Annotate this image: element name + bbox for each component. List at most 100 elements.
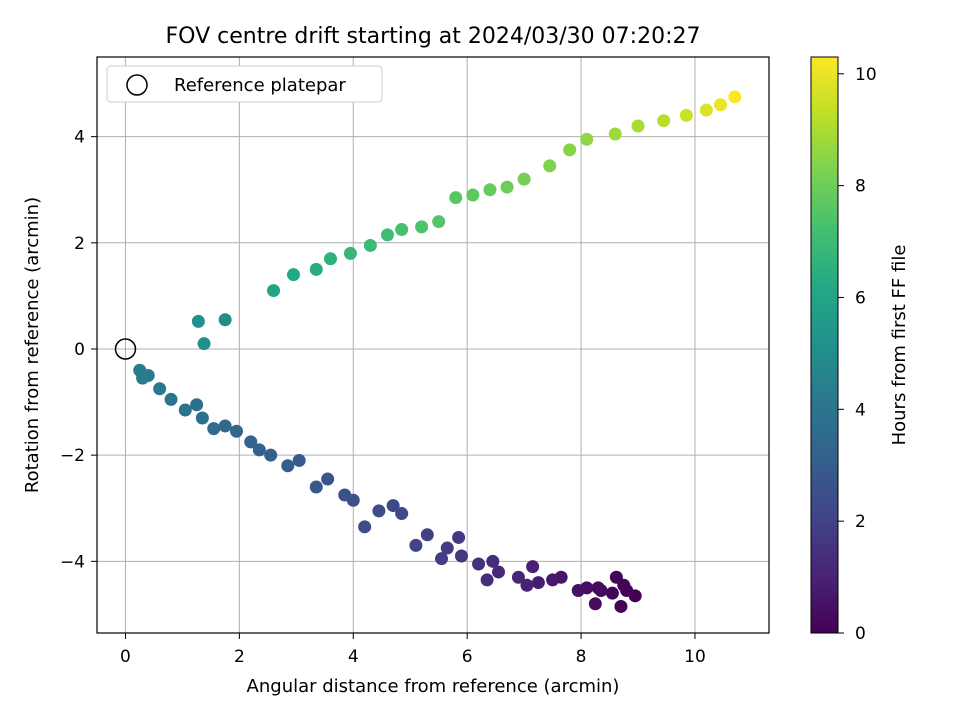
data-point bbox=[449, 191, 463, 205]
data-point bbox=[244, 435, 258, 449]
legend-marker bbox=[126, 74, 148, 96]
data-point bbox=[699, 103, 713, 117]
data-point bbox=[546, 573, 560, 587]
data-point bbox=[309, 262, 323, 276]
y-tick-label: 2 bbox=[74, 234, 85, 254]
data-point bbox=[386, 499, 400, 513]
data-points bbox=[133, 90, 742, 613]
data-point bbox=[309, 480, 323, 494]
y-tick-label: 0 bbox=[74, 340, 85, 360]
data-point bbox=[614, 599, 628, 613]
data-point bbox=[286, 268, 300, 282]
grid-lines bbox=[97, 57, 769, 633]
data-point bbox=[420, 528, 434, 542]
colorbar-tick-label: 6 bbox=[855, 288, 866, 308]
data-point bbox=[520, 578, 534, 592]
data-point bbox=[531, 576, 545, 590]
data-point bbox=[292, 453, 306, 467]
data-point bbox=[679, 108, 693, 122]
data-point bbox=[380, 228, 394, 242]
colorbar-tick-label: 2 bbox=[855, 512, 866, 532]
data-point bbox=[728, 90, 742, 104]
x-tick-label: 8 bbox=[576, 647, 587, 667]
data-point bbox=[500, 180, 514, 194]
data-point bbox=[454, 549, 468, 563]
data-point bbox=[372, 504, 386, 518]
data-point bbox=[358, 520, 372, 534]
data-point bbox=[452, 530, 466, 544]
data-point bbox=[230, 424, 244, 438]
data-point bbox=[164, 392, 178, 406]
data-point bbox=[714, 98, 728, 112]
colorbar-tick-label: 4 bbox=[855, 400, 866, 420]
data-point bbox=[526, 560, 540, 574]
data-point bbox=[486, 554, 500, 568]
data-point bbox=[543, 159, 557, 173]
x-tick-label: 10 bbox=[684, 647, 706, 667]
legend-label: Reference platepar bbox=[174, 75, 346, 96]
x-tick-label: 4 bbox=[348, 647, 359, 667]
data-point bbox=[491, 565, 505, 579]
data-point bbox=[218, 313, 232, 327]
data-point bbox=[267, 284, 281, 298]
data-point bbox=[472, 557, 486, 571]
colorbar-tick-label: 8 bbox=[855, 177, 866, 197]
y-tick-label: −2 bbox=[60, 446, 85, 466]
colorbar-ticks: 0 2 4 6 8 10 bbox=[838, 65, 877, 644]
colorbar-tick-label: 10 bbox=[855, 65, 877, 85]
data-point bbox=[395, 507, 409, 521]
data-point bbox=[435, 552, 449, 566]
data-point bbox=[153, 382, 167, 396]
data-point bbox=[466, 188, 480, 202]
data-point bbox=[264, 448, 278, 462]
data-point bbox=[343, 246, 357, 260]
y-tick-label: 4 bbox=[74, 128, 85, 148]
data-point bbox=[605, 586, 619, 600]
colorbar: 0 2 4 6 8 10 Hours from first FF file bbox=[810, 56, 910, 644]
data-point bbox=[617, 578, 631, 592]
x-axis-label: Angular distance from reference (arcmin) bbox=[247, 676, 620, 697]
colorbar-gradient bbox=[810, 56, 839, 634]
data-point bbox=[252, 443, 266, 457]
reference-platepar-marker bbox=[114, 338, 137, 360]
data-point bbox=[197, 337, 211, 351]
y-axis-label: Rotation from reference (arcmin) bbox=[22, 197, 43, 493]
y-axis-ticks: −4 −2 0 2 4 bbox=[60, 128, 97, 572]
data-point bbox=[657, 114, 671, 128]
data-point bbox=[133, 363, 147, 377]
colorbar-label: Hours from first FF file bbox=[889, 245, 910, 446]
data-point bbox=[321, 472, 335, 486]
data-point bbox=[409, 538, 423, 552]
data-point bbox=[591, 581, 605, 595]
data-point bbox=[218, 419, 232, 433]
data-point bbox=[631, 119, 645, 133]
x-tick-label: 2 bbox=[234, 647, 245, 667]
data-point bbox=[415, 220, 429, 234]
data-point bbox=[207, 422, 221, 436]
data-point bbox=[511, 570, 525, 584]
x-tick-label: 0 bbox=[120, 647, 131, 667]
x-tick-label: 6 bbox=[462, 647, 473, 667]
data-point bbox=[281, 459, 295, 473]
data-point bbox=[608, 127, 622, 141]
data-point bbox=[191, 314, 205, 328]
data-point bbox=[178, 403, 192, 417]
reference-marker bbox=[114, 338, 137, 360]
data-point bbox=[195, 411, 209, 425]
legend: Reference platepar bbox=[106, 65, 383, 103]
data-point bbox=[395, 223, 409, 237]
data-point bbox=[363, 238, 377, 252]
x-axis-ticks: 0 2 4 6 8 10 bbox=[120, 633, 706, 667]
colorbar-tick-label: 0 bbox=[855, 624, 866, 644]
data-point bbox=[571, 584, 585, 598]
data-point bbox=[580, 132, 594, 146]
data-point bbox=[338, 488, 352, 502]
chart-title: FOV centre drift starting at 2024/03/30 … bbox=[166, 24, 701, 49]
legend-box bbox=[106, 65, 383, 103]
data-point bbox=[432, 215, 446, 229]
data-point bbox=[323, 252, 337, 266]
data-point bbox=[588, 597, 602, 611]
data-point bbox=[440, 541, 454, 555]
data-point bbox=[517, 172, 531, 186]
